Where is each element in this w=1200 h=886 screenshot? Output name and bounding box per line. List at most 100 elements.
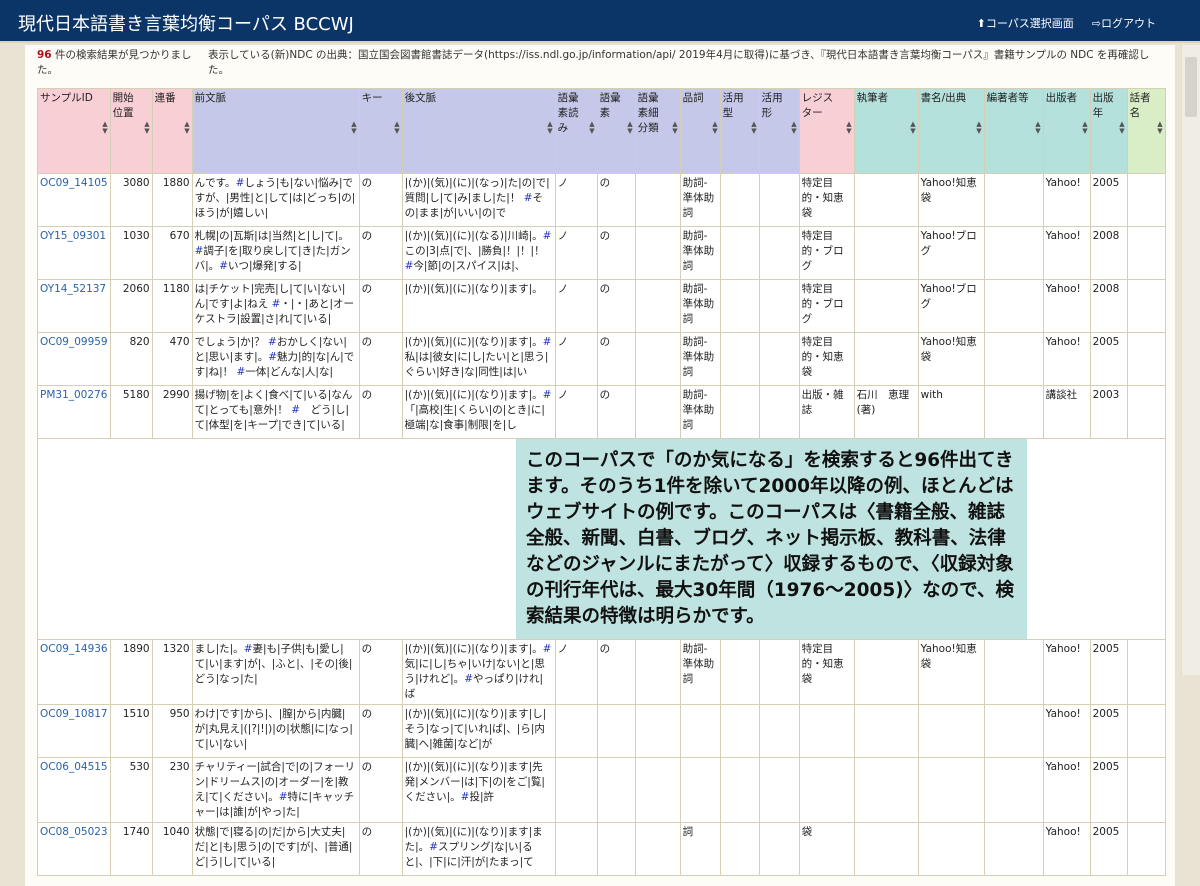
cell-4: の	[358, 385, 403, 439]
column-header[interactable]: 出版者 ▲ ▼	[1042, 88, 1091, 174]
column-header[interactable]: 語彙素細分類 ▲ ▼	[634, 88, 681, 174]
sort-icon[interactable]: ▲ ▼	[712, 120, 718, 135]
sort-icon[interactable]: ▲ ▼	[791, 120, 797, 135]
sort-icon[interactable]: ▲ ▼	[910, 120, 916, 135]
sort-icon[interactable]: ▲ ▼	[144, 120, 150, 135]
cell-1: 1510	[109, 704, 153, 758]
column-header[interactable]: 開始位置 ▲ ▼	[109, 88, 153, 174]
cell-15	[983, 385, 1044, 439]
column-label: 後文脈	[404, 92, 437, 104]
column-header[interactable]: 執筆者 ▲ ▼	[853, 88, 919, 174]
sort-icon[interactable]: ▲ ▼	[1035, 120, 1041, 135]
cell-10	[719, 173, 760, 227]
sample-id-link[interactable]: OC09_14936	[40, 643, 108, 655]
sort-icon[interactable]: ▲ ▼	[751, 120, 757, 135]
sort-icon[interactable]: ▲ ▼	[102, 120, 108, 135]
cell-12	[798, 704, 855, 758]
sample-id-link[interactable]: OY14_52137	[40, 283, 107, 295]
cell-3: 状態|で|寝る|の|だ|から|大丈夫|だ|と|も|思う|の|です|が|、|普通|…	[191, 822, 360, 876]
sample-id-link[interactable]: PM31_00276	[40, 389, 108, 401]
corpus-select-link[interactable]: ⬆コーパス選択画面	[977, 15, 1074, 31]
app-title: 現代日本語書き言葉均衡コーパス BCCWJ	[18, 14, 354, 35]
column-header[interactable]: 編著者等 ▲ ▼	[983, 88, 1044, 174]
sort-icon[interactable]: ▲ ▼	[589, 120, 595, 135]
logout-link[interactable]: ⇨ログアウト	[1092, 15, 1156, 31]
sort-icon[interactable]: ▲ ▼	[547, 120, 553, 135]
column-header[interactable]: 活用形 ▲ ▼	[758, 88, 800, 174]
cell-10	[719, 639, 760, 705]
sort-icon[interactable]: ▲ ▼	[672, 120, 678, 135]
cell-2: 1040	[151, 822, 193, 876]
cell-9: 助詞-準体助詞	[679, 226, 721, 280]
cell-0[interactable]: OC09_14936	[37, 639, 111, 705]
sort-icon[interactable]: ▲ ▼	[1082, 120, 1088, 135]
cell-0[interactable]: OC09_10817	[37, 704, 111, 758]
sample-id-link[interactable]: OC06_04515	[40, 761, 108, 773]
cell-0[interactable]: OC09_09959	[37, 332, 111, 386]
scrollbar-thumb[interactable]	[1185, 57, 1197, 117]
sample-id-link[interactable]: OY15_09301	[40, 230, 107, 242]
cell-1: 1740	[109, 822, 153, 876]
scrollbar[interactable]	[1181, 45, 1200, 675]
column-header[interactable]: 後文脈 ▲ ▼	[401, 88, 556, 174]
cell-5: |(か)|(気)|(に)|(なる)|川崎|。#この|3|点|で|、|勝負|！|！…	[401, 226, 556, 280]
cell-18	[1126, 385, 1166, 439]
column-header[interactable]: 書名/出典 ▲ ▼	[917, 88, 985, 174]
cell-7: の	[596, 385, 636, 439]
sort-icon[interactable]: ▲ ▼	[846, 120, 852, 135]
cell-6: ノ	[554, 173, 598, 227]
column-label: キー	[361, 92, 383, 104]
cell-11	[758, 385, 800, 439]
sort-icon[interactable]: ▲ ▼	[1119, 120, 1125, 135]
cell-0[interactable]: OY15_09301	[37, 226, 111, 280]
cell-0[interactable]: OC06_04515	[37, 757, 111, 823]
sort-icon[interactable]: ▲ ▼	[351, 120, 357, 135]
cell-15	[983, 757, 1044, 823]
cell-0[interactable]: OC08_05023	[37, 822, 111, 876]
cell-16: Yahoo!	[1042, 757, 1091, 823]
cell-14	[917, 757, 985, 823]
cell-9: 助詞-準体助詞	[679, 279, 721, 333]
cell-0[interactable]: OY14_52137	[37, 279, 111, 333]
column-header[interactable]: サンプルID ▲ ▼	[37, 88, 111, 174]
cell-5: |(か)|(気)|(に)|(なり)|ます|。	[401, 279, 556, 333]
cell-0[interactable]: PM31_00276	[37, 385, 111, 439]
cell-11	[758, 639, 800, 705]
sample-id-link[interactable]: OC09_14105	[40, 177, 108, 189]
cell-13	[853, 279, 919, 333]
cell-12: 特定目的・知恵袋	[798, 332, 855, 386]
table-row: OC09_10817 1510 950 わけ|です|から|、|膣|から|内臓|が|丸見…	[37, 704, 1166, 758]
cell-7: の	[596, 173, 636, 227]
column-header[interactable]: 前文脈 ▲ ▼	[191, 88, 360, 174]
column-header[interactable]: 品詞 ▲ ▼	[679, 88, 721, 174]
column-label: 語彙素	[599, 92, 621, 119]
cell-9: 助詞-準体助詞	[679, 173, 721, 227]
cell-15	[983, 822, 1044, 876]
column-header[interactable]: 語彙素読み ▲ ▼	[554, 88, 598, 174]
cell-4: の	[358, 757, 403, 823]
column-label: レジスター	[801, 92, 834, 119]
sample-id-link[interactable]: OC09_09959	[40, 336, 108, 348]
column-header[interactable]: 連番 ▲ ▼	[151, 88, 193, 174]
cell-6: ノ	[554, 332, 598, 386]
cell-18	[1126, 757, 1166, 823]
sort-icon[interactable]: ▲ ▼	[394, 120, 400, 135]
column-header[interactable]: キー ▲ ▼	[358, 88, 403, 174]
cell-8	[634, 757, 681, 823]
column-header[interactable]: 出版年 ▲ ▼	[1089, 88, 1128, 174]
sort-icon[interactable]: ▲ ▼	[1157, 120, 1163, 135]
sort-icon[interactable]: ▲ ▼	[184, 120, 190, 135]
column-header[interactable]: 活用型 ▲ ▼	[719, 88, 760, 174]
sort-icon[interactable]: ▲ ▼	[627, 120, 633, 135]
cell-7	[596, 757, 636, 823]
cell-6	[554, 757, 598, 823]
cell-0[interactable]: OC09_14105	[37, 173, 111, 227]
column-header[interactable]: レジスター ▲ ▼	[798, 88, 855, 174]
cell-4: の	[358, 639, 403, 705]
sample-id-link[interactable]: OC08_05023	[40, 826, 108, 838]
column-label: 活用型	[722, 92, 744, 119]
column-header[interactable]: 語彙素 ▲ ▼	[596, 88, 636, 174]
column-header[interactable]: 話者名 ▲ ▼	[1126, 88, 1166, 174]
sample-id-link[interactable]: OC09_10817	[40, 708, 108, 720]
sort-icon[interactable]: ▲ ▼	[976, 120, 982, 135]
